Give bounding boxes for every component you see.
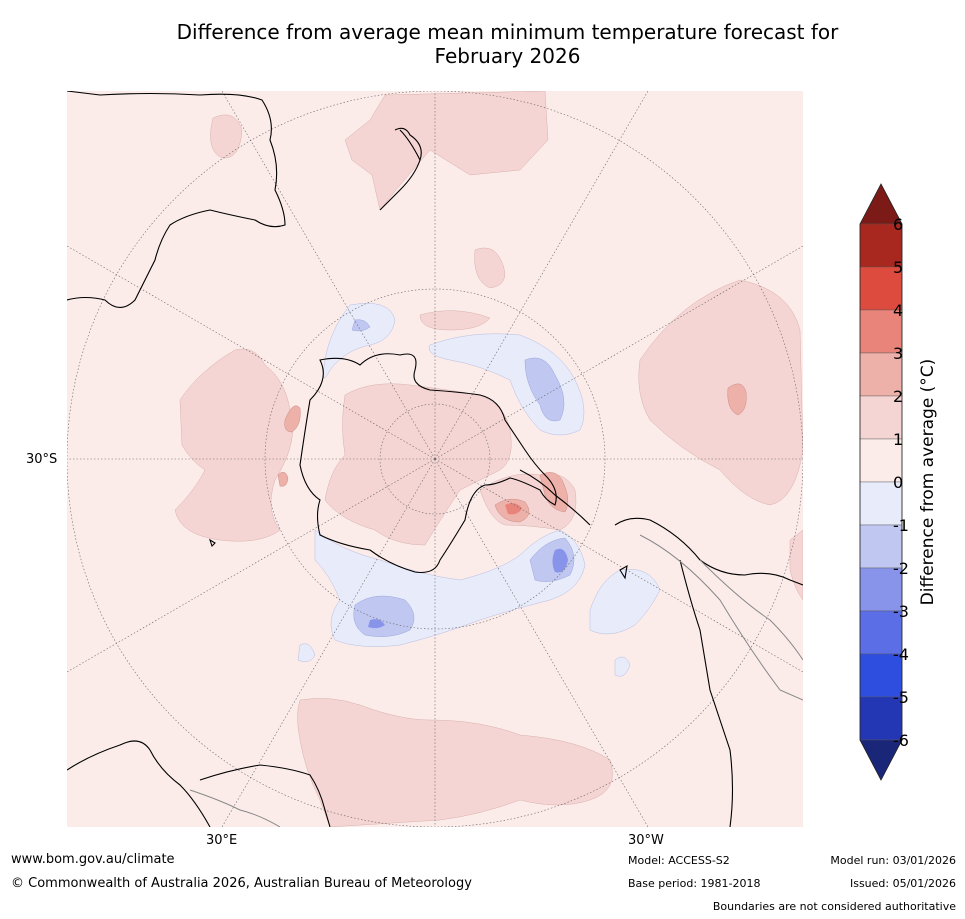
- cold-core-south: [368, 619, 385, 629]
- cool-patch-scotia: [589, 568, 661, 635]
- warm-patch-northwest: [210, 114, 243, 159]
- colorbar-tick-label: 2: [893, 387, 904, 406]
- colorbar-bin-m2-m1: [859, 524, 903, 569]
- colorbar: [859, 183, 903, 781]
- footer-base-period: Base period: 1981-2018: [628, 877, 761, 890]
- colorbar-tick-label: -2: [893, 559, 909, 578]
- longitude-label-30e: 30°E: [206, 833, 238, 848]
- antarctica-coastline: [299, 353, 557, 574]
- colorbar-bin-m3-m2: [859, 567, 903, 612]
- footer-model-run: Model run: 03/01/2026: [830, 854, 956, 867]
- meridian-120w: [434, 245, 803, 460]
- kerguelen-island: [209, 538, 216, 548]
- graticule-circle-75s: [379, 403, 491, 515]
- antarctic-peninsula: [519, 469, 591, 526]
- cool-patch-small-2: [614, 656, 631, 677]
- south-america-east-coast: [679, 559, 734, 827]
- footer-model: Model: ACCESS-S2: [628, 854, 730, 867]
- anomaly-fields: [174, 91, 803, 827]
- meridian-60e: [67, 458, 436, 673]
- colorbar-tick-label: 4: [893, 301, 904, 320]
- warm-patch-atlantic: [789, 529, 803, 601]
- colorbar-tick-label: -5: [893, 688, 909, 707]
- cool-core-south: [353, 595, 415, 637]
- warm-core-indian: [284, 405, 301, 433]
- colorbar-bin-m6-m5: [859, 696, 903, 741]
- colorbar-axis-label: Difference from average (°C): [918, 359, 938, 606]
- madagascar-region-coastline: [199, 764, 331, 827]
- footer-website[interactable]: www.bom.gov.au/climate: [11, 852, 175, 867]
- warm-patch-south: [297, 698, 613, 827]
- colorbar-tick-label: -1: [893, 516, 909, 535]
- cool-core-amundsen: [524, 357, 565, 422]
- cool-patch-small: [297, 643, 316, 662]
- warm-core-peninsula: [539, 472, 569, 513]
- meridian-120e: [67, 245, 436, 460]
- colorbar-bin-m1-0: [859, 481, 903, 526]
- meridian-60w: [434, 458, 803, 673]
- footer-copyright: © Commonwealth of Australia 2026, Austra…: [11, 876, 472, 891]
- graticule-circle-60s: [264, 288, 606, 630]
- latitude-label-30s: 30°S: [26, 452, 58, 467]
- colorbar-tick-label: -3: [893, 602, 909, 621]
- colorbar-tick-label: 3: [893, 344, 904, 363]
- country-border-3: [189, 789, 281, 827]
- new-zealand-north-island: [394, 127, 422, 161]
- colorbar-bin-3-4: [859, 309, 903, 354]
- colorbar-outline: [859, 183, 903, 781]
- cool-patch-ross-west: [323, 303, 396, 379]
- warm-patch-indian: [174, 348, 294, 542]
- warm-peak-weddell: [505, 503, 522, 515]
- colorbar-tick-label: -4: [893, 645, 909, 664]
- colorbar-tick-label: 1: [893, 430, 904, 449]
- meridian-30w: [434, 458, 649, 827]
- colorbar-bin-m5-m4: [859, 653, 903, 698]
- colorbar-bin-2-3: [859, 352, 903, 397]
- longitude-label-30w: 30°W: [628, 833, 664, 848]
- australia-coastline: [67, 91, 286, 309]
- coastlines: [67, 91, 803, 827]
- warm-patch-antarctica: [324, 383, 512, 546]
- colorbar-tick-label: 5: [893, 258, 904, 277]
- warm-core-small: [277, 471, 289, 487]
- map-title: Difference from average mean minimum tem…: [0, 20, 965, 68]
- country-border-1: [639, 534, 803, 701]
- cool-core-ross: [351, 319, 371, 332]
- title-line-2: February 2026: [434, 44, 581, 68]
- meridian-150e: [221, 91, 436, 460]
- africa-coastline: [67, 740, 211, 827]
- warm-patch-ross: [419, 310, 491, 331]
- borders: [189, 534, 803, 827]
- meridian-150w: [434, 91, 649, 460]
- falkland-islands: [619, 564, 628, 580]
- colorbar-tick-label: -6: [893, 731, 909, 750]
- colorbar-bin-5-6: [859, 223, 903, 268]
- warm-core-east-pacific: [727, 383, 747, 416]
- footer-issued: Issued: 05/01/2026: [849, 877, 956, 890]
- cold-core-weddell: [552, 548, 568, 573]
- colorbar-bin-4-5: [859, 266, 903, 311]
- colorbar-axis-label-text: Difference from average (°C): [918, 358, 938, 606]
- graticule: [67, 91, 803, 827]
- warm-patch-east-pacific: [638, 279, 803, 506]
- warm-patch-pacific: [474, 247, 506, 289]
- colorbar-tick-label: 0: [893, 473, 904, 492]
- colorbar-tick-label: 6: [893, 215, 904, 234]
- new-zealand-south-island: [379, 129, 421, 211]
- title-line-1: Difference from average mean minimum tem…: [176, 20, 839, 44]
- warm-patch-new-zealand: [344, 91, 549, 211]
- country-border-2: [699, 559, 803, 661]
- footer-disclaimer: Boundaries are not considered authoritat…: [712, 900, 956, 913]
